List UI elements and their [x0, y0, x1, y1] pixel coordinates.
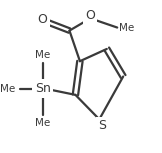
Text: O: O [85, 9, 95, 22]
Text: Me: Me [35, 50, 50, 60]
Text: Me: Me [119, 22, 134, 33]
Text: S: S [98, 119, 106, 132]
Text: Me: Me [35, 118, 50, 128]
Text: Sn: Sn [35, 82, 51, 95]
Text: O: O [38, 13, 47, 26]
Text: Me: Me [0, 84, 16, 94]
